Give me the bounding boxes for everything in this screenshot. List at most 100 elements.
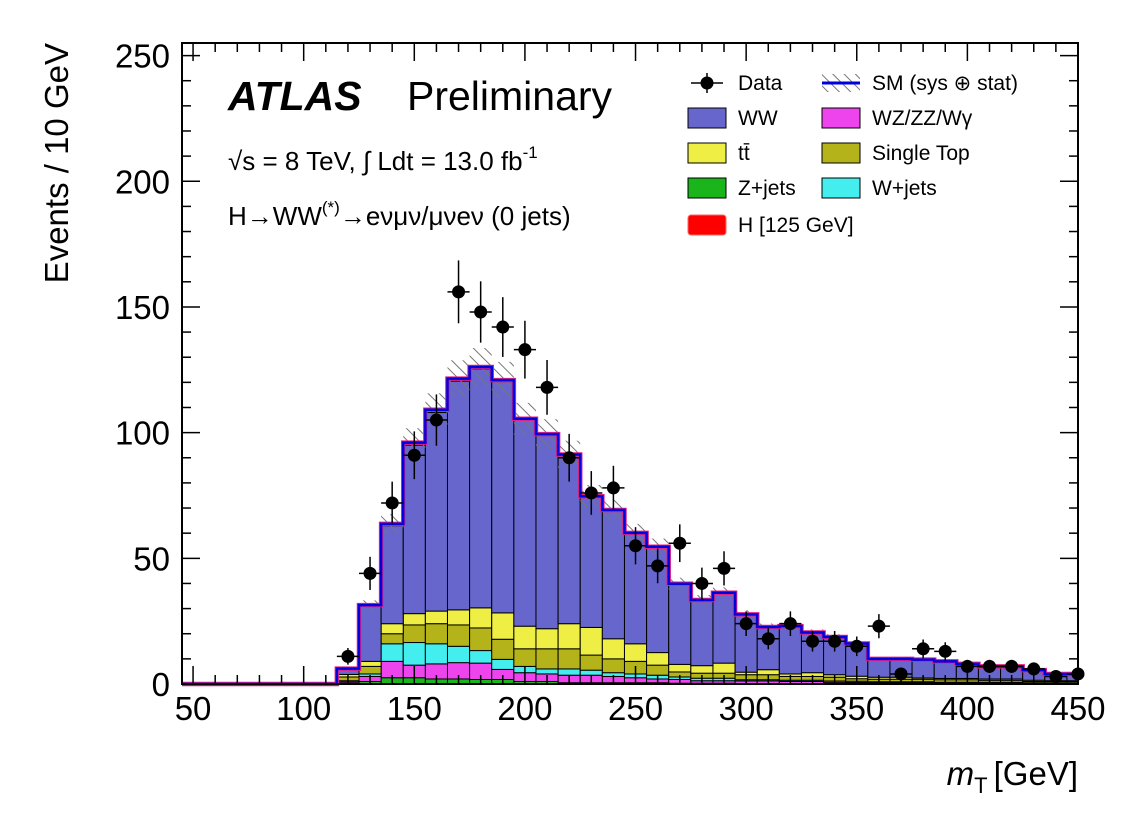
- bar-ww-355: [867, 658, 891, 678]
- legend-entry-higgs: H [125 GeV]: [687, 214, 854, 237]
- bar-singletop-235: [601, 658, 625, 674]
- legend-entry-sm: SM (sys ⊕ stat): [822, 72, 1018, 95]
- bar-ww-135: [380, 525, 404, 625]
- preliminary-label: Preliminary: [407, 73, 613, 119]
- bar-ttbar-215: [557, 623, 581, 650]
- y-tick-label: 250: [115, 38, 170, 75]
- data-point-380: [912, 639, 935, 659]
- x-axis-title: mT [GeV]: [947, 755, 1078, 798]
- bar-singletop-185: [491, 638, 515, 660]
- data-point-140: [381, 481, 404, 525]
- bar-ttbar-195: [513, 625, 537, 650]
- data-point-410: [978, 659, 1001, 673]
- bar-singletop-165: [446, 624, 471, 647]
- y-tick-label: 100: [115, 415, 170, 452]
- legend-entry-ttbar: tt̄: [687, 142, 750, 165]
- svg-text:tt̄: tt̄: [738, 142, 750, 165]
- bar-ttbar-225: [579, 626, 603, 656]
- bar-wjets-225: [579, 669, 603, 676]
- bar-singletop-135: [380, 633, 404, 645]
- bar-ttbar-135: [380, 623, 404, 635]
- svg-text:SM (sys ⊕ stat): SM (sys ⊕ stat): [872, 72, 1018, 95]
- data-point-120: [336, 648, 359, 665]
- bar-ttbar-125: [358, 660, 382, 667]
- bar-ttbar-165: [446, 609, 471, 626]
- x-tick-label: 450: [1050, 690, 1105, 727]
- stacked-backgrounds: [336, 366, 1079, 685]
- energy-lumi-label: √s = 8 TeV, ∫ Ldt = 13.0 fb-1: [228, 143, 538, 176]
- data-points: [336, 260, 1085, 683]
- data-point-270: [668, 524, 691, 563]
- bar-ww-175: [469, 368, 493, 609]
- data-point-210: [535, 359, 559, 415]
- data-point-310: [757, 628, 780, 650]
- bar-singletop-125: [358, 665, 382, 675]
- bar-wjets-215: [557, 668, 581, 676]
- x-tick-label: 400: [940, 690, 995, 727]
- data-point-160: [425, 394, 448, 446]
- legend-entry-ww: WW: [687, 107, 778, 130]
- data-point-290: [712, 551, 736, 586]
- bar-ttbar-205: [535, 628, 559, 650]
- bar-wjets-205: [535, 668, 559, 675]
- x-tick-label: 200: [497, 690, 552, 727]
- bar-singletop-225: [579, 654, 603, 671]
- svg-text:WW: WW: [738, 107, 778, 130]
- bar-ww-285: [712, 592, 736, 664]
- bar-ww-185: [491, 381, 515, 614]
- bar-ttbar-145: [402, 613, 426, 626]
- data-point-300: [735, 611, 758, 636]
- svg-text:Data: Data: [738, 72, 783, 95]
- bar-wjets-135: [380, 643, 404, 662]
- bar-ww-225: [579, 496, 603, 628]
- bar-wjets-185: [491, 658, 515, 670]
- bar-singletop-205: [535, 648, 559, 670]
- svg-text:Single Top: Single Top: [872, 142, 970, 165]
- legend-entry-data: Data: [691, 72, 783, 95]
- data-point-230: [580, 471, 603, 515]
- data-point-320: [779, 611, 802, 636]
- bar-ttbar-265: [668, 663, 692, 673]
- legend-entry-diboson: WZ/ZZ/Wγ: [821, 107, 973, 130]
- bar-ww-275: [690, 599, 714, 667]
- sm-total-outline: [182, 364, 1078, 687]
- data-point-350: [845, 636, 868, 657]
- data-point-360: [867, 614, 890, 639]
- bar-wjets-165: [446, 645, 471, 664]
- data-point-430: [1022, 662, 1045, 676]
- bar-wjets-145: [402, 642, 426, 666]
- bar-wjets-175: [469, 650, 493, 664]
- data-point-180: [469, 281, 492, 343]
- svg-text:H [125 GeV]: H [125 GeV]: [738, 214, 854, 237]
- data-point-370: [889, 667, 913, 681]
- data-point-240: [602, 465, 625, 511]
- data-point-330: [801, 630, 824, 652]
- bar-ww-235: [601, 510, 625, 640]
- atlas-label: ATLAS: [227, 73, 362, 119]
- bar-singletop-255: [646, 664, 670, 676]
- bar-ww-125: [358, 605, 382, 662]
- legend-entry-wjets: W+jets: [821, 177, 937, 200]
- bar-singletop-215: [557, 648, 581, 670]
- y-tick-label: 0: [152, 666, 170, 703]
- bar-ttbar-155: [424, 610, 448, 625]
- data-point-420: [1000, 659, 1023, 673]
- bar-wjets-155: [424, 643, 448, 665]
- legend-entry-zjets: Z+jets: [687, 177, 796, 200]
- bar-ww-195: [513, 419, 537, 627]
- x-tick-label: 50: [175, 690, 212, 727]
- axes: 50 100 150 200 250 300 350 400 45005010015020025…: [115, 38, 1106, 727]
- bar-ttbar-175: [469, 607, 493, 629]
- y-axis-title: Events / 10 GeV: [38, 43, 75, 283]
- data-point-190: [491, 297, 514, 357]
- bar-ttbar-245: [623, 643, 648, 662]
- y-tick-label: 50: [133, 540, 170, 577]
- plot-frame: [181, 42, 1079, 685]
- bar-ww-205: [535, 434, 559, 630]
- bar-ww-265: [668, 583, 692, 665]
- bar-singletop-155: [424, 623, 448, 645]
- bar-ttbar-235: [601, 638, 625, 660]
- data-point-260: [646, 548, 669, 584]
- bar-ttbar-255: [646, 652, 670, 666]
